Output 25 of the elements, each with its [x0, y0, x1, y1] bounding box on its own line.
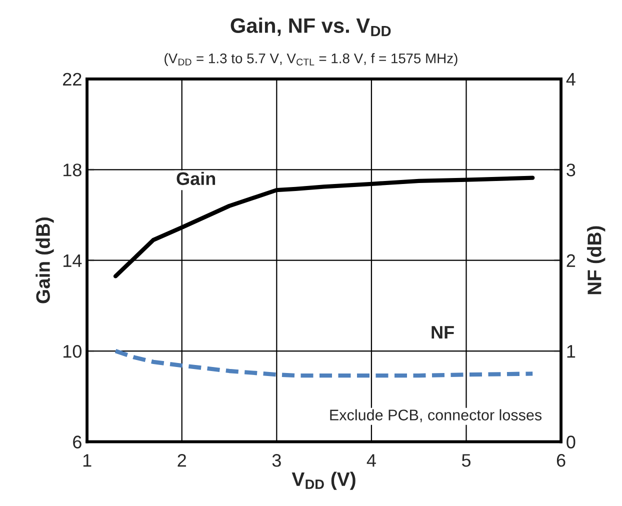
line-series	[113, 348, 535, 378]
x-tick-label: 3	[272, 454, 281, 467]
y-tick-label: 6	[73, 436, 82, 448]
x-tick-label: 2	[178, 454, 186, 467]
y2-tick-label: 3	[566, 164, 576, 176]
series-label: Gain	[176, 172, 216, 186]
x-tick-label: 1	[83, 454, 92, 467]
y-tick-label: 18	[64, 164, 82, 176]
y-axis-title: Gain (dB)	[36, 218, 54, 304]
chart-title: Gain, NF vs. V$_{DD}$	[230, 18, 391, 36]
annotation: Exclude PCB, connector losses	[330, 409, 542, 422]
x-tick-label: 5	[462, 454, 471, 467]
x-axis-title: V$_{DD}$ (V)	[292, 472, 356, 490]
x-tick-label: 6	[556, 454, 566, 467]
y2-tick-label: 2	[566, 254, 576, 267]
y2-tick-label: 0	[566, 436, 576, 448]
y2-axis-title: NF (dB)	[587, 226, 606, 294]
chart-subtitle: (V$_{DD}$ = 1.3 to 5.7 V, V$_{CTL}$ = 1.8 V, f = 1575 MHz)	[164, 53, 458, 66]
y-tick-label: 14	[64, 254, 82, 267]
y-tick-label: 10	[64, 344, 82, 358]
y2-tick-label: 4	[566, 73, 576, 86]
y-tick-label: 22	[63, 72, 82, 86]
text: NF	[432, 326, 454, 339]
x-tick-label: 4	[366, 454, 376, 467]
y2-tick-label: 1	[567, 345, 576, 358]
